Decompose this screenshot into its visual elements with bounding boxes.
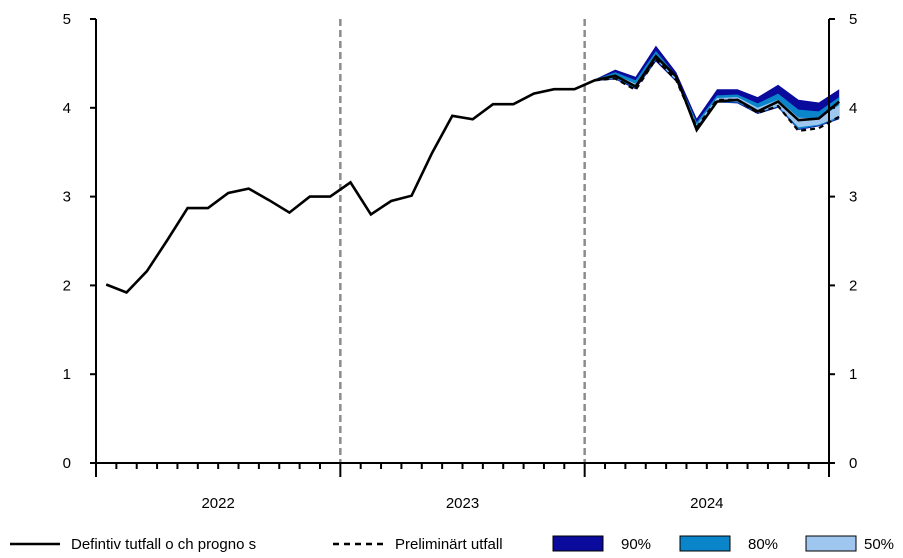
x-tick-label: 2024 bbox=[690, 495, 723, 512]
legend-label-50: 50% bbox=[864, 536, 894, 553]
y-tick-label-right: 2 bbox=[849, 277, 857, 294]
axes: 0 1 2 3 4 5 0 1 2 3 4 5 2022 2023 2024 bbox=[63, 11, 858, 512]
legend-swatch-80 bbox=[679, 535, 731, 552]
y-tick-label-left: 4 bbox=[63, 100, 71, 117]
x-tick-label: 2023 bbox=[446, 495, 479, 512]
y-tick-label-right: 0 bbox=[849, 455, 857, 472]
series-lines bbox=[105, 54, 841, 295]
x-tick-label: 2022 bbox=[201, 495, 234, 512]
legend-swatch-50 bbox=[805, 535, 857, 552]
y-tick-label-right: 5 bbox=[849, 11, 857, 28]
y-tick-label-right: 1 bbox=[849, 366, 857, 383]
y-tick-label-right: 3 bbox=[849, 189, 857, 206]
legend-label-90: 90% bbox=[621, 536, 651, 553]
legend-label-preliminary: Preliminärt utfall bbox=[395, 536, 503, 553]
y-tick-label-left: 5 bbox=[63, 11, 71, 28]
legend-label-definitive: Defintiv tutfall o ch progno s bbox=[71, 536, 256, 553]
y-tick-label-left: 2 bbox=[63, 277, 71, 294]
y-tick-label-right: 4 bbox=[849, 100, 857, 117]
y-tick-label-left: 3 bbox=[63, 189, 71, 206]
legend-swatch-90 bbox=[552, 535, 604, 552]
legend-label-80: 80% bbox=[748, 536, 778, 553]
y-tick-label-left: 1 bbox=[63, 366, 71, 383]
legend: Defintiv tutfall o ch progno s Preliminä… bbox=[10, 535, 894, 553]
y-tick-label-left: 0 bbox=[63, 455, 71, 472]
vertical-dividers bbox=[339, 19, 586, 463]
series-line-definitive bbox=[105, 54, 841, 295]
